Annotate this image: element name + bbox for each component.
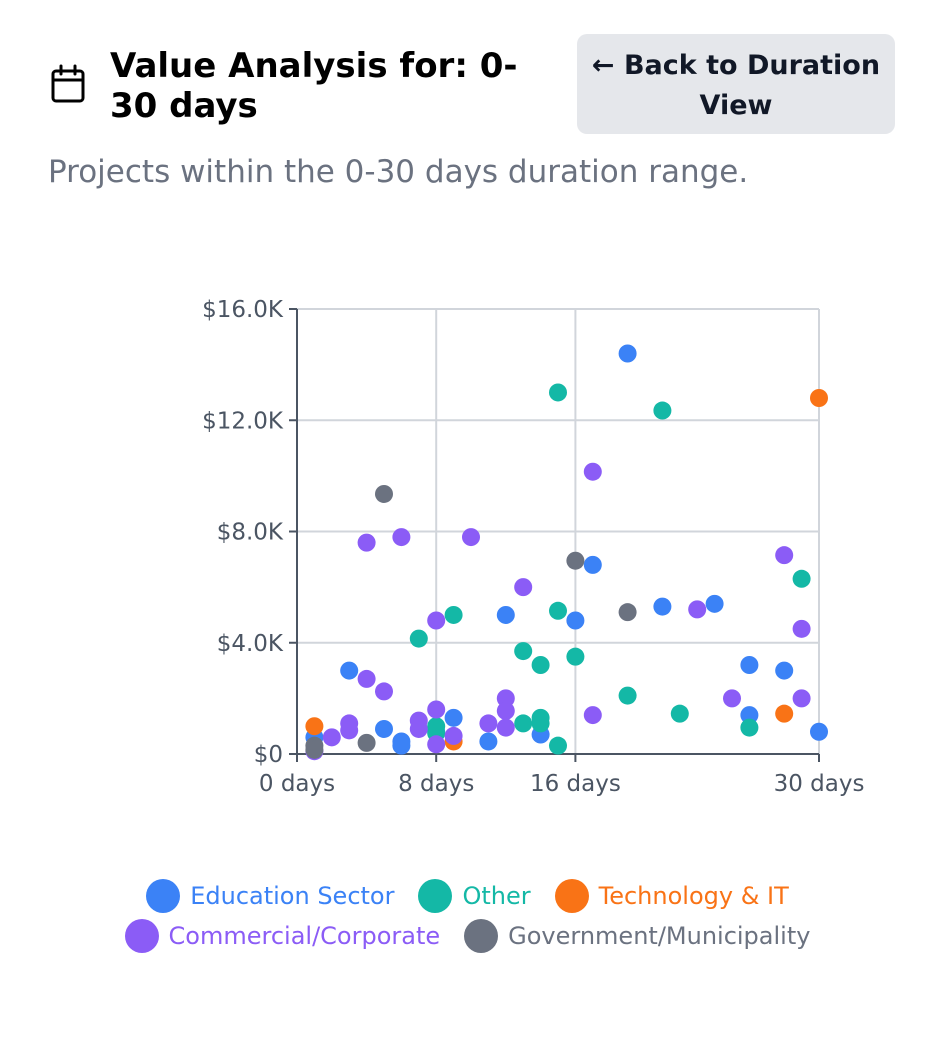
legend-label: Technology & IT xyxy=(598,882,789,910)
data-point[interactable] xyxy=(444,726,463,745)
data-point[interactable] xyxy=(792,619,811,638)
data-point[interactable] xyxy=(583,706,602,725)
legend-row: Education Sector Other Technology & IT xyxy=(0,876,935,916)
data-point[interactable] xyxy=(427,735,446,754)
data-point[interactable] xyxy=(810,389,828,407)
data-point[interactable] xyxy=(723,689,741,708)
chart-legend: Education Sector Other Technology & IT Comm… xyxy=(0,876,935,956)
y-tick-label: $12.0K xyxy=(202,408,284,434)
data-point[interactable] xyxy=(653,401,672,420)
chart-points xyxy=(305,344,828,761)
legend-swatch xyxy=(146,879,181,913)
calendar-icon xyxy=(51,64,85,103)
data-point[interactable] xyxy=(357,733,376,752)
data-point[interactable] xyxy=(566,551,585,570)
data-point[interactable] xyxy=(444,605,463,624)
page-title: Value Analysis for: 0-30 days xyxy=(110,46,518,126)
y-tick-label: $8.0K xyxy=(217,520,284,546)
y-tick-label: $0 xyxy=(254,742,283,768)
data-point[interactable] xyxy=(357,533,376,552)
data-point[interactable] xyxy=(531,656,550,674)
legend-item[interactable]: Technology & IT xyxy=(554,879,789,913)
data-point[interactable] xyxy=(810,722,828,741)
data-point[interactable] xyxy=(305,740,324,759)
data-point[interactable] xyxy=(705,594,724,613)
data-point[interactable] xyxy=(583,555,602,574)
data-point[interactable] xyxy=(618,344,637,363)
legend-swatch xyxy=(418,879,453,913)
data-point[interactable] xyxy=(618,686,637,705)
data-point[interactable] xyxy=(479,714,498,733)
chart-grid xyxy=(297,308,820,754)
x-tick-label: 8 days xyxy=(398,771,474,797)
legend-swatch xyxy=(464,919,499,953)
legend-item[interactable]: Other xyxy=(418,879,531,913)
data-point[interactable] xyxy=(740,656,759,674)
data-point[interactable] xyxy=(792,689,811,708)
chart-axes: $0 $4.0K $8.0K $12.0K $16.0K 0 days 8 days 16 d… xyxy=(202,297,864,797)
data-point[interactable] xyxy=(549,601,567,620)
x-tick-label: 30 days xyxy=(774,771,865,797)
data-point[interactable] xyxy=(322,728,341,747)
legend-swatch xyxy=(554,879,589,913)
data-point[interactable] xyxy=(375,484,393,503)
data-point[interactable] xyxy=(496,605,515,624)
data-point[interactable] xyxy=(775,704,794,723)
legend-swatch xyxy=(124,919,159,953)
data-point[interactable] xyxy=(496,718,515,737)
data-point[interactable] xyxy=(357,669,376,688)
data-point[interactable] xyxy=(375,682,393,701)
data-point[interactable] xyxy=(653,597,672,616)
data-point[interactable] xyxy=(514,578,533,597)
page-subtitle: Projects within the 0-30 days duration r… xyxy=(48,154,749,190)
data-point[interactable] xyxy=(549,736,567,755)
legend-label: Other xyxy=(462,882,531,910)
data-point[interactable] xyxy=(392,528,411,547)
data-point[interactable] xyxy=(618,603,637,622)
data-point[interactable] xyxy=(392,732,411,751)
legend-item[interactable]: Government/Municipality xyxy=(464,919,810,953)
data-point[interactable] xyxy=(409,711,428,730)
data-point[interactable] xyxy=(427,611,446,630)
data-point[interactable] xyxy=(462,528,480,547)
y-tick-label: $4.0K xyxy=(217,631,284,657)
data-point[interactable] xyxy=(514,642,533,661)
data-point[interactable] xyxy=(688,600,707,619)
data-point[interactable] xyxy=(375,719,393,738)
data-point[interactable] xyxy=(305,717,324,736)
data-point[interactable] xyxy=(740,706,759,725)
data-point[interactable] xyxy=(496,701,515,720)
data-point[interactable] xyxy=(775,546,794,565)
legend-label: Education Sector xyxy=(190,882,395,910)
data-point[interactable] xyxy=(531,708,550,727)
back-to-duration-view-button[interactable]: ← Back to Duration View xyxy=(577,34,895,134)
data-point[interactable] xyxy=(740,718,759,737)
data-point[interactable] xyxy=(514,714,533,733)
data-point[interactable] xyxy=(792,569,811,588)
x-tick-label: 0 days xyxy=(259,771,335,797)
data-point[interactable] xyxy=(444,708,463,727)
legend-row: Commercial/Corporate Government/Municipal… xyxy=(0,916,935,956)
data-point[interactable] xyxy=(549,383,567,402)
data-point[interactable] xyxy=(340,714,359,733)
data-point[interactable] xyxy=(566,647,585,666)
data-point[interactable] xyxy=(496,689,515,708)
data-point[interactable] xyxy=(583,462,602,481)
scatter-chart: $0 $4.0K $8.0K $12.0K $16.0K 0 days 8 days 16 d… xyxy=(202,297,864,797)
legend-label: Commercial/Corporate xyxy=(168,922,441,950)
x-tick-label: 16 days xyxy=(530,771,621,797)
data-point[interactable] xyxy=(479,732,498,751)
legend-item[interactable]: Commercial/Corporate xyxy=(124,919,441,953)
legend-item[interactable]: Education Sector xyxy=(146,879,394,913)
y-tick-label: $16.0K xyxy=(202,297,284,323)
legend-label: Government/Municipality xyxy=(508,922,811,950)
data-point[interactable] xyxy=(566,611,585,630)
data-point[interactable] xyxy=(427,700,446,719)
data-point[interactable] xyxy=(409,629,428,648)
data-point[interactable] xyxy=(670,704,689,723)
data-point[interactable] xyxy=(340,661,359,680)
data-point[interactable] xyxy=(775,661,794,680)
